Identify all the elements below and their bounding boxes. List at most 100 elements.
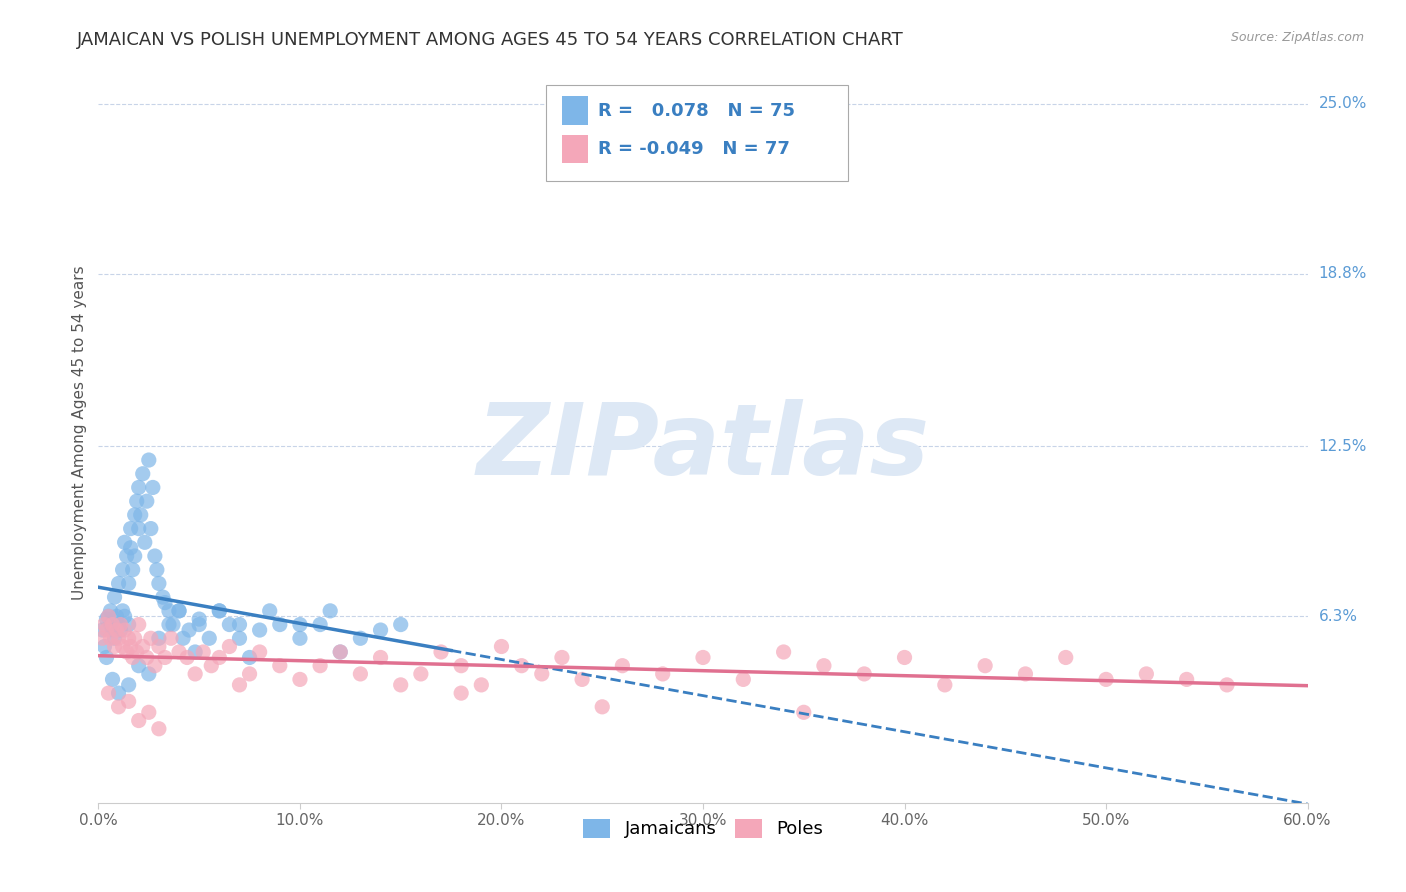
Point [91,632,114,646]
Point [853,667,876,681]
Point [100,617,122,632]
Point [893,650,915,665]
Point [96,650,118,665]
Point [139,522,162,536]
Point [128,714,150,728]
Point [269,658,291,673]
Point [651,667,673,681]
Point [132,467,155,481]
Point [510,658,533,673]
Point [134,535,156,549]
Point [157,604,180,618]
Point [249,645,271,659]
Point [1175,673,1198,687]
Point [208,604,231,618]
Point [118,678,141,692]
Text: ZIPatlas: ZIPatlas [477,399,929,496]
Point [118,694,141,708]
Point [319,604,342,618]
Point [124,632,146,646]
Point [114,623,136,637]
Point [148,640,170,654]
Point [148,722,170,736]
Point [153,596,176,610]
Point [138,706,160,720]
Point [288,632,311,646]
Point [772,645,794,659]
Point [167,645,190,659]
Point [107,699,129,714]
Text: Source: ZipAtlas.com: Source: ZipAtlas.com [1230,31,1364,45]
Point [1054,650,1077,665]
FancyBboxPatch shape [546,85,848,181]
Point [288,673,311,687]
Y-axis label: Unemployment Among Ages 45 to 54 years: Unemployment Among Ages 45 to 54 years [72,265,87,600]
Point [329,645,352,659]
Point [96,612,118,626]
Point [349,667,371,681]
FancyBboxPatch shape [561,135,588,163]
Point [138,453,160,467]
FancyBboxPatch shape [561,96,588,125]
Point [121,650,143,665]
Point [612,658,634,673]
Text: 18.8%: 18.8% [1319,266,1367,281]
Point [125,494,148,508]
Point [179,623,201,637]
Point [450,686,472,700]
Point [132,640,155,654]
Point [135,650,157,665]
Point [111,640,134,654]
Point [146,563,169,577]
Point [184,645,207,659]
Point [101,617,124,632]
Point [208,604,231,618]
Text: 25.0%: 25.0% [1319,96,1367,112]
Point [259,604,281,618]
Point [138,667,160,681]
Point [110,617,132,632]
Point [143,549,166,563]
Point [491,640,513,654]
Point [101,673,124,687]
Point [309,617,332,632]
Text: 6.3%: 6.3% [1319,609,1358,624]
Point [93,617,115,632]
Point [128,522,150,536]
Point [370,623,392,637]
Legend: Jamaicans, Poles: Jamaicans, Poles [576,812,830,846]
Point [188,612,211,626]
Point [105,623,128,637]
Text: R =   0.078   N = 75: R = 0.078 N = 75 [598,102,794,120]
Point [329,645,352,659]
Point [813,658,835,673]
Point [120,541,142,555]
Point [152,590,174,604]
Point [103,640,125,654]
Point [124,549,146,563]
Point [450,658,472,673]
Point [157,617,180,632]
Point [111,563,134,577]
Point [249,623,271,637]
Point [129,508,152,522]
Point [934,678,956,692]
Point [409,667,432,681]
Point [1095,673,1118,687]
Point [101,623,124,637]
Point [208,650,231,665]
Point [1216,678,1239,692]
Point [128,480,150,494]
Point [93,640,115,654]
Point [118,617,141,632]
Point [1135,667,1157,681]
Point [218,617,240,632]
Point [176,650,198,665]
Text: JAMAICAN VS POLISH UNEMPLOYMENT AMONG AGES 45 TO 54 YEARS CORRELATION CHART: JAMAICAN VS POLISH UNEMPLOYMENT AMONG AG… [77,31,904,49]
Point [121,563,143,577]
Point [551,650,574,665]
Point [107,632,129,646]
Point [228,617,250,632]
Point [107,576,129,591]
Point [349,632,371,646]
